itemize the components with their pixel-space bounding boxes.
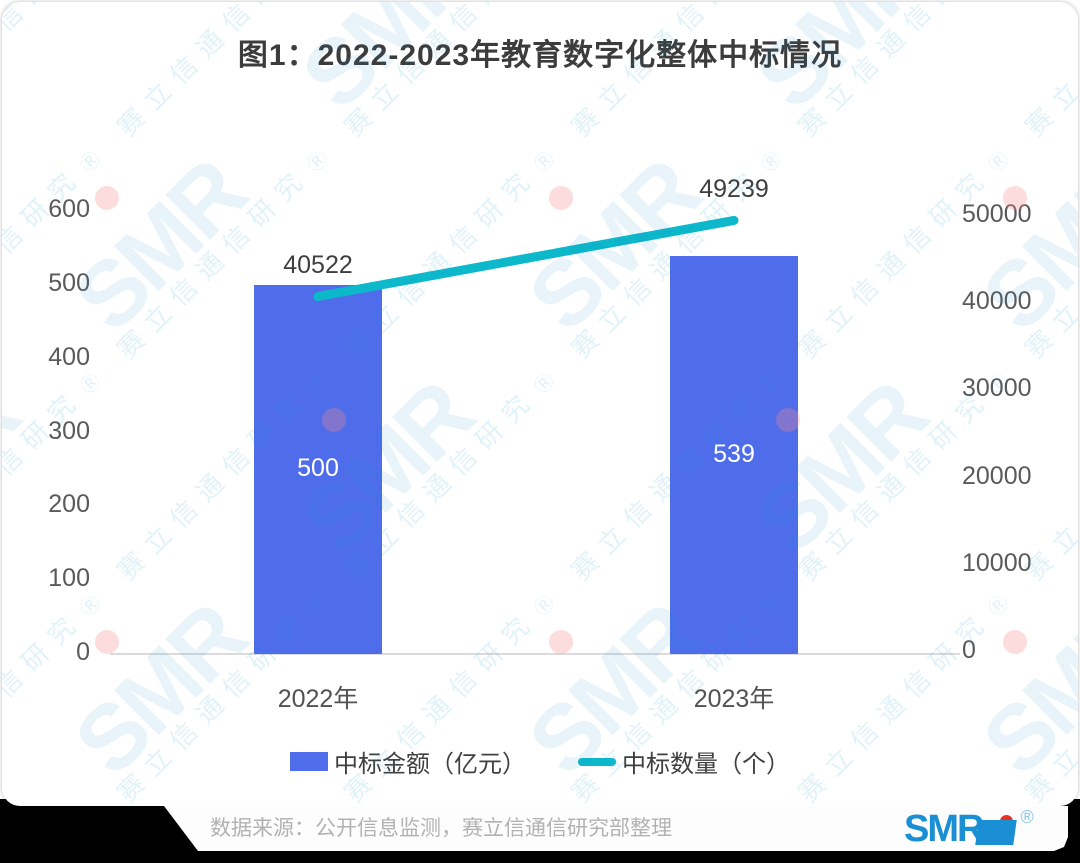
right-axis-tick-label: 40000 — [962, 287, 1032, 316]
left-axis-tick-label: 600 — [48, 195, 90, 224]
footer-bar: 数据来源：公开信息监测，赛立信通信研究部整理 SMR ® — [158, 806, 1068, 851]
right-axis-tick-label: 50000 — [962, 199, 1032, 228]
smr-logo: SMR ® — [904, 808, 1034, 849]
left-axis-tick-label: 400 — [48, 342, 90, 371]
smr-logo-rectangle-icon — [976, 820, 1018, 845]
main-card: 图1：2022-2023年教育数字化整体中标情况 0 100 200 300 400 50… — [2, 2, 1078, 806]
legend-line-label: 中标数量（个） — [622, 751, 790, 778]
chart-title: 图1：2022-2023年教育数字化整体中标情况 — [237, 39, 843, 72]
bar-swatch-icon — [290, 752, 328, 771]
bar-2023年: 539 — [670, 256, 798, 654]
legend-bar-label: 中标金额（亿元） — [334, 751, 526, 778]
bar-value-label: 539 — [713, 440, 755, 469]
line-swatch-icon — [578, 757, 616, 766]
bar-2022年: 500 — [254, 284, 382, 654]
right-axis-tick-label: 10000 — [962, 548, 1032, 577]
left-axis-tick-label: 500 — [48, 268, 90, 297]
x-axis-category-label: 2023年 — [693, 685, 775, 713]
left-axis-tick-label: 200 — [48, 490, 90, 519]
left-axis-tick-label: 300 — [48, 416, 90, 445]
x-axis-category-label: 2022年 — [277, 685, 359, 713]
bar-value-label: 500 — [297, 454, 339, 483]
legend-item-bar: 中标金额（亿元） — [290, 744, 526, 779]
x-axis-line — [110, 653, 960, 655]
right-axis-tick-label: 0 — [962, 636, 976, 664]
left-axis-tick-label: 100 — [48, 564, 90, 593]
right-axis-tick-label: 30000 — [962, 374, 1032, 403]
line-series — [313, 215, 739, 301]
plot-area: 0 100 200 300 400 500 600 0 10000 20000 30000 40000… — [2, 2, 1078, 806]
registered-mark: ® — [1020, 807, 1034, 827]
line-point-label: 40522 — [283, 251, 353, 280]
line-point-label: 49239 — [699, 175, 769, 204]
data-source-text: 数据来源：公开信息监测，赛立信通信研究部整理 — [210, 817, 672, 840]
legend: 中标金额（亿元） 中标数量（个） — [2, 744, 1078, 779]
right-axis-tick-label: 20000 — [962, 461, 1032, 490]
smr-logo-text: SMR — [904, 807, 983, 850]
legend-item-line: 中标数量（个） — [578, 744, 790, 779]
left-axis-tick-label: 0 — [76, 638, 90, 666]
